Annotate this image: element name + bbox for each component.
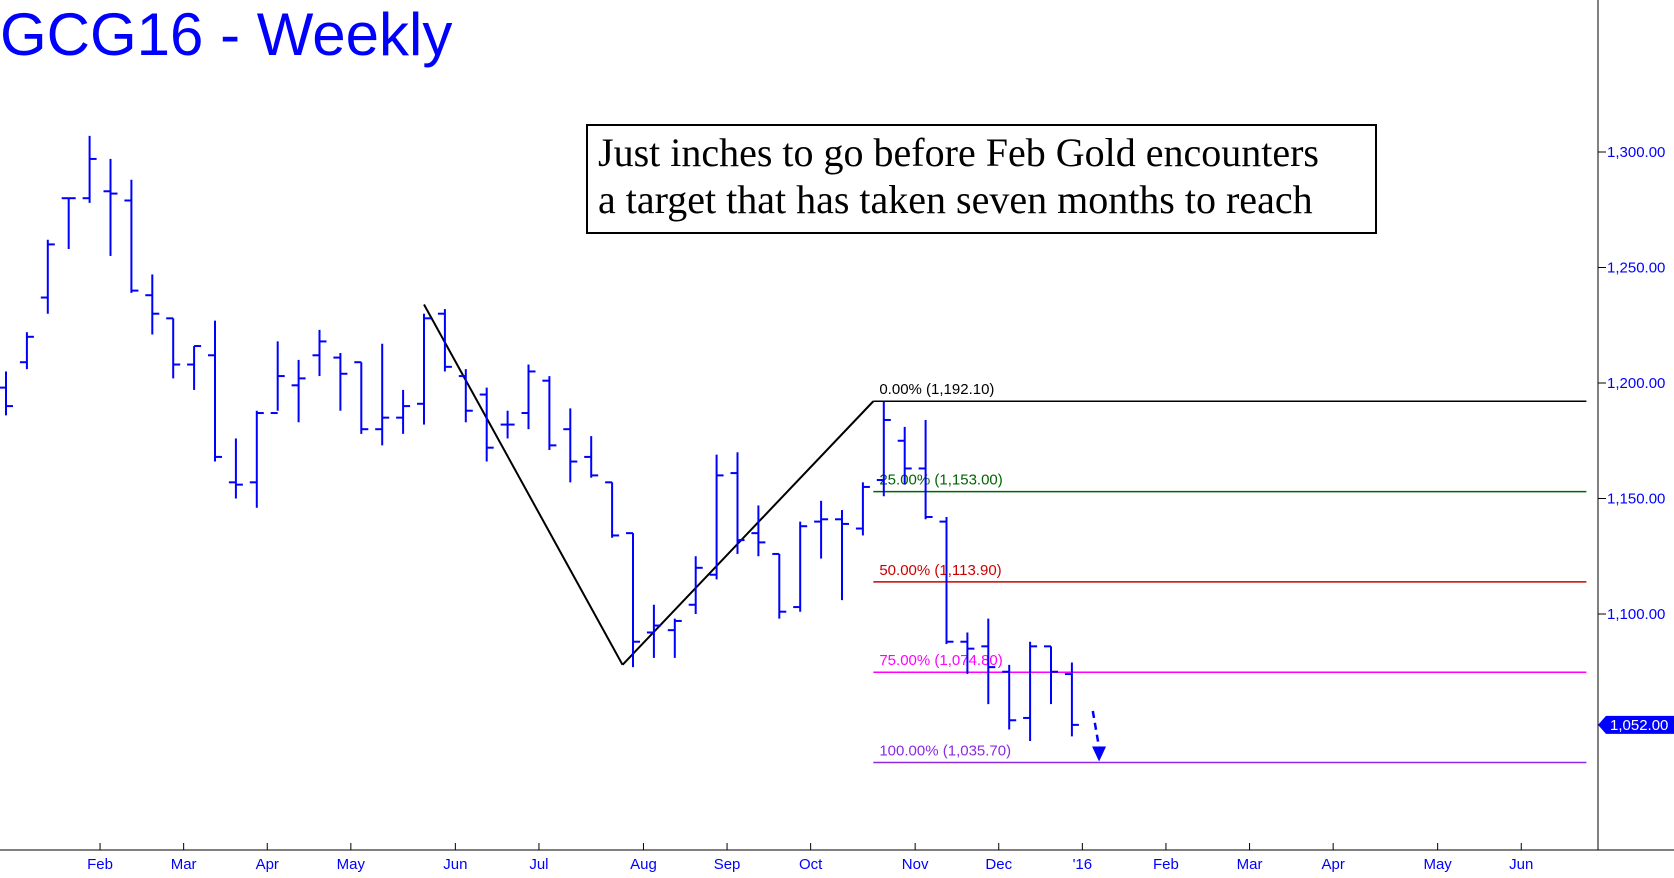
ohlc-bar	[897, 426, 912, 485]
ohlc-bar	[772, 552, 787, 619]
ohlc-bar	[249, 410, 264, 508]
chart-title: GCG16 - Weekly	[0, 1, 452, 68]
x-tick-label: Apr	[1321, 856, 1344, 873]
ohlc-bar	[605, 481, 620, 538]
x-tick-label: Jun	[1509, 856, 1533, 873]
ohlc-bar	[814, 500, 829, 559]
ohlc-bar	[500, 410, 515, 439]
x-axis: Feb Mar Apr May Jun Jul Aug Sep Oct Nov Dec '16 Feb M…	[87, 843, 1533, 873]
ohlc-bar	[312, 329, 327, 377]
ohlc-bar	[1002, 664, 1017, 730]
fib-level-label: 0.00% (1,192.10)	[879, 381, 994, 398]
y-tick-label: 1,300.00	[1607, 144, 1665, 161]
swing-line	[423, 303, 624, 666]
ohlc-bar	[375, 343, 390, 446]
ohlc-bar	[1044, 645, 1058, 705]
x-tick-label: Feb	[87, 856, 113, 873]
x-tick-label: May	[337, 856, 366, 873]
y-tick-label: 1,100.00	[1607, 606, 1665, 623]
ohlc-bar	[479, 387, 494, 462]
projection-arrow	[1091, 710, 1107, 762]
ohlc-bar	[40, 239, 55, 314]
ohlc-bar	[417, 313, 431, 425]
fib-level-label: 75.00% (1,074.80)	[879, 652, 1002, 669]
ohlc-bar	[354, 361, 369, 434]
x-tick-label: Nov	[902, 856, 929, 873]
ohlc-bar	[270, 341, 285, 415]
ohlc-bar	[103, 158, 118, 256]
ohlc-bar	[981, 618, 996, 705]
fib-level-label: 100.00% (1,035.70)	[879, 743, 1011, 760]
ohlc-bar	[124, 179, 139, 293]
x-tick-label: Jul	[529, 856, 548, 873]
ohlc-bar	[333, 352, 348, 411]
swing-line	[621, 400, 875, 666]
x-tick-label: Oct	[799, 856, 823, 873]
ohlc-bar	[688, 556, 703, 614]
ohlc-bar	[228, 438, 243, 499]
annotation-box: Just inches to go before Feb Gold encoun…	[586, 124, 1377, 234]
x-tick-label: Jun	[443, 856, 467, 873]
ohlc-bar	[396, 389, 411, 434]
annotation-line-2: a target that has taken seven months to …	[598, 177, 1313, 222]
ohlc-bar	[709, 454, 724, 580]
projection-arrow-head	[1092, 746, 1107, 762]
x-tick-label: Aug	[630, 856, 657, 873]
y-axis: 1,100.00 1,150.00 1,200.00 1,250.00 1,300.00	[1598, 144, 1665, 623]
x-tick-label: Feb	[1153, 856, 1179, 873]
ohlc-bar	[166, 317, 181, 379]
x-tick-label: Sep	[714, 856, 741, 873]
ohlc-bar	[667, 618, 682, 658]
fib-level-label: 25.00% (1,153.00)	[879, 472, 1002, 489]
ohlc-bar	[626, 532, 640, 668]
ohlc-bar	[208, 320, 222, 462]
ohlc-bar	[939, 516, 954, 645]
ohlc-bar	[751, 505, 766, 557]
ohlc-bar	[542, 376, 557, 450]
projection-arrow-shaft	[1091, 710, 1101, 748]
ohlc-bar	[730, 452, 745, 554]
ohlc-bar	[82, 135, 97, 203]
swing-lines	[423, 303, 875, 666]
ohlc-bar	[0, 371, 13, 416]
fib-level-label: 50.00% (1,113.90)	[879, 562, 1001, 579]
ohlc-bar	[187, 345, 202, 390]
ohlc-bar	[1064, 662, 1079, 737]
price-bars	[0, 135, 1079, 742]
last-price-tag: 1,052.00	[1598, 715, 1674, 734]
ohlc-bar	[458, 369, 473, 423]
ohlc-bar	[584, 436, 599, 478]
annotation-line-1: Just inches to go before Feb Gold encoun…	[598, 130, 1319, 175]
x-tick-label: Mar	[171, 856, 197, 873]
ohlc-bar	[437, 309, 452, 372]
ohlc-bar	[646, 604, 661, 658]
y-tick-label: 1,150.00	[1607, 491, 1665, 508]
ohlc-bar	[918, 419, 933, 520]
y-tick-label: 1,200.00	[1607, 375, 1665, 392]
ohlc-bar	[563, 408, 578, 483]
x-tick-label: Dec	[985, 856, 1012, 873]
ohlc-bar	[1023, 641, 1038, 742]
ohlc-bar	[793, 521, 808, 612]
ohlc-bar	[835, 510, 849, 601]
last-price-label: 1,052.00	[1610, 717, 1668, 734]
fibonacci-levels: 0.00% (1,192.10) 25.00% (1,153.00) 50.00% …	[873, 381, 1587, 764]
ohlc-bar	[19, 332, 34, 370]
last-price-marker	[1598, 715, 1674, 734]
ohlc-bar	[855, 482, 870, 536]
ohlc-bar	[61, 197, 76, 250]
x-tick-label: Mar	[1237, 856, 1263, 873]
ohlc-bar	[960, 632, 975, 675]
x-tick-label: May	[1423, 856, 1452, 873]
ohlc-bar	[876, 401, 891, 497]
x-tick-label: Apr	[256, 856, 279, 873]
y-tick-label: 1,250.00	[1607, 260, 1665, 277]
ohlc-bar	[291, 359, 306, 423]
ohlc-bar	[521, 364, 536, 430]
ohlc-bar	[145, 274, 160, 335]
x-tick-label: '16	[1073, 856, 1093, 873]
